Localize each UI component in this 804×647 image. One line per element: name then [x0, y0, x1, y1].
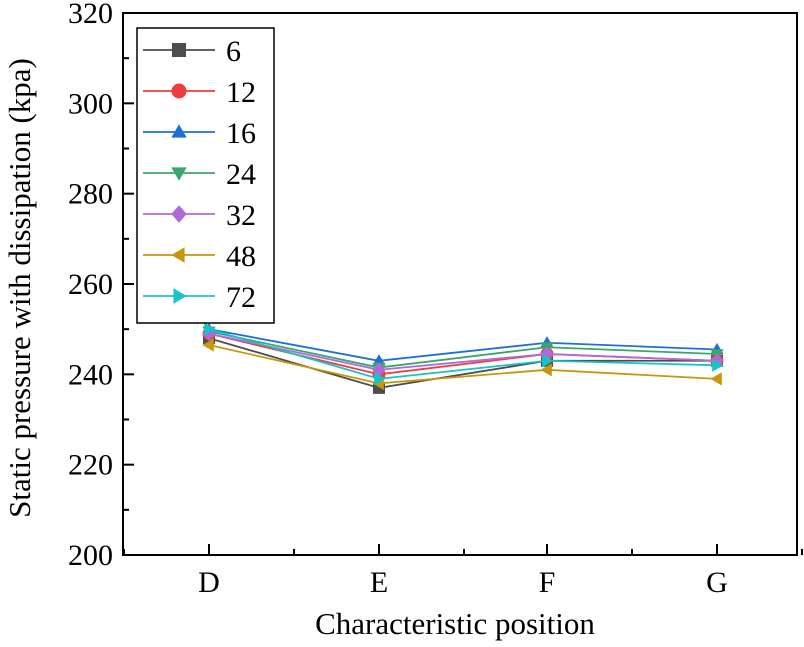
legend-item: 12 — [143, 76, 256, 109]
data-point — [710, 372, 722, 386]
series-line — [208, 332, 718, 376]
legend-label: 16 — [226, 117, 256, 150]
data-point — [542, 354, 554, 368]
y-tick-label: 320 — [68, 0, 113, 30]
series-line — [208, 332, 718, 371]
y-tick-label: 200 — [68, 539, 113, 572]
x-axis-title: Characteristic position — [315, 606, 595, 641]
legend-item: 16 — [143, 117, 256, 150]
legend-label: 12 — [226, 76, 256, 109]
series-line — [208, 337, 717, 389]
data-point — [712, 358, 724, 372]
legend-marker — [171, 83, 187, 99]
legend: 6 12 16 24 32 48 72 — [136, 27, 275, 324]
legend-marker — [171, 205, 187, 223]
legend-item: 6 — [143, 35, 241, 68]
y-axis-title: Static pressure with dissipation (kpa) — [2, 58, 37, 518]
series-12 — [202, 327, 724, 381]
axes: 200 220 240 260 280 300 320 D E F G — [68, 0, 803, 599]
series-line — [208, 328, 718, 380]
series-group — [202, 322, 724, 394]
series-line — [208, 344, 718, 385]
series-48 — [202, 338, 722, 390]
legend-box — [136, 27, 275, 324]
x-tick-label: F — [539, 566, 556, 599]
legend-item: 32 — [143, 199, 256, 232]
legend-label: 6 — [226, 35, 241, 68]
y-tick-label: 240 — [68, 358, 113, 391]
legend-item: 48 — [143, 240, 256, 273]
legend-label: 32 — [226, 199, 256, 232]
data-point — [374, 372, 386, 386]
legend-marker — [171, 124, 187, 138]
legend-marker — [173, 288, 187, 304]
x-tick-label: D — [198, 566, 220, 599]
data-point — [204, 322, 216, 336]
legend-label: 48 — [226, 240, 256, 273]
legend-label: 72 — [226, 281, 256, 314]
x-tick-label: E — [370, 566, 388, 599]
legend-label: 24 — [226, 158, 256, 191]
x-tick-label: G — [706, 566, 728, 599]
data-point — [540, 363, 552, 377]
legend-item: 72 — [143, 281, 256, 314]
y-tick-label: 220 — [68, 449, 113, 482]
series-line — [208, 330, 718, 369]
data-point — [372, 354, 386, 366]
legend-marker — [171, 247, 185, 263]
series-line — [208, 328, 718, 362]
legend-marker — [171, 167, 187, 181]
legend-marker — [172, 43, 186, 57]
y-tick-label: 280 — [68, 178, 113, 211]
series-72 — [204, 322, 724, 386]
data-point — [202, 338, 214, 352]
y-tick-label: 300 — [68, 87, 113, 120]
y-tick-label: 260 — [68, 268, 113, 301]
legend-item: 24 — [143, 158, 256, 191]
